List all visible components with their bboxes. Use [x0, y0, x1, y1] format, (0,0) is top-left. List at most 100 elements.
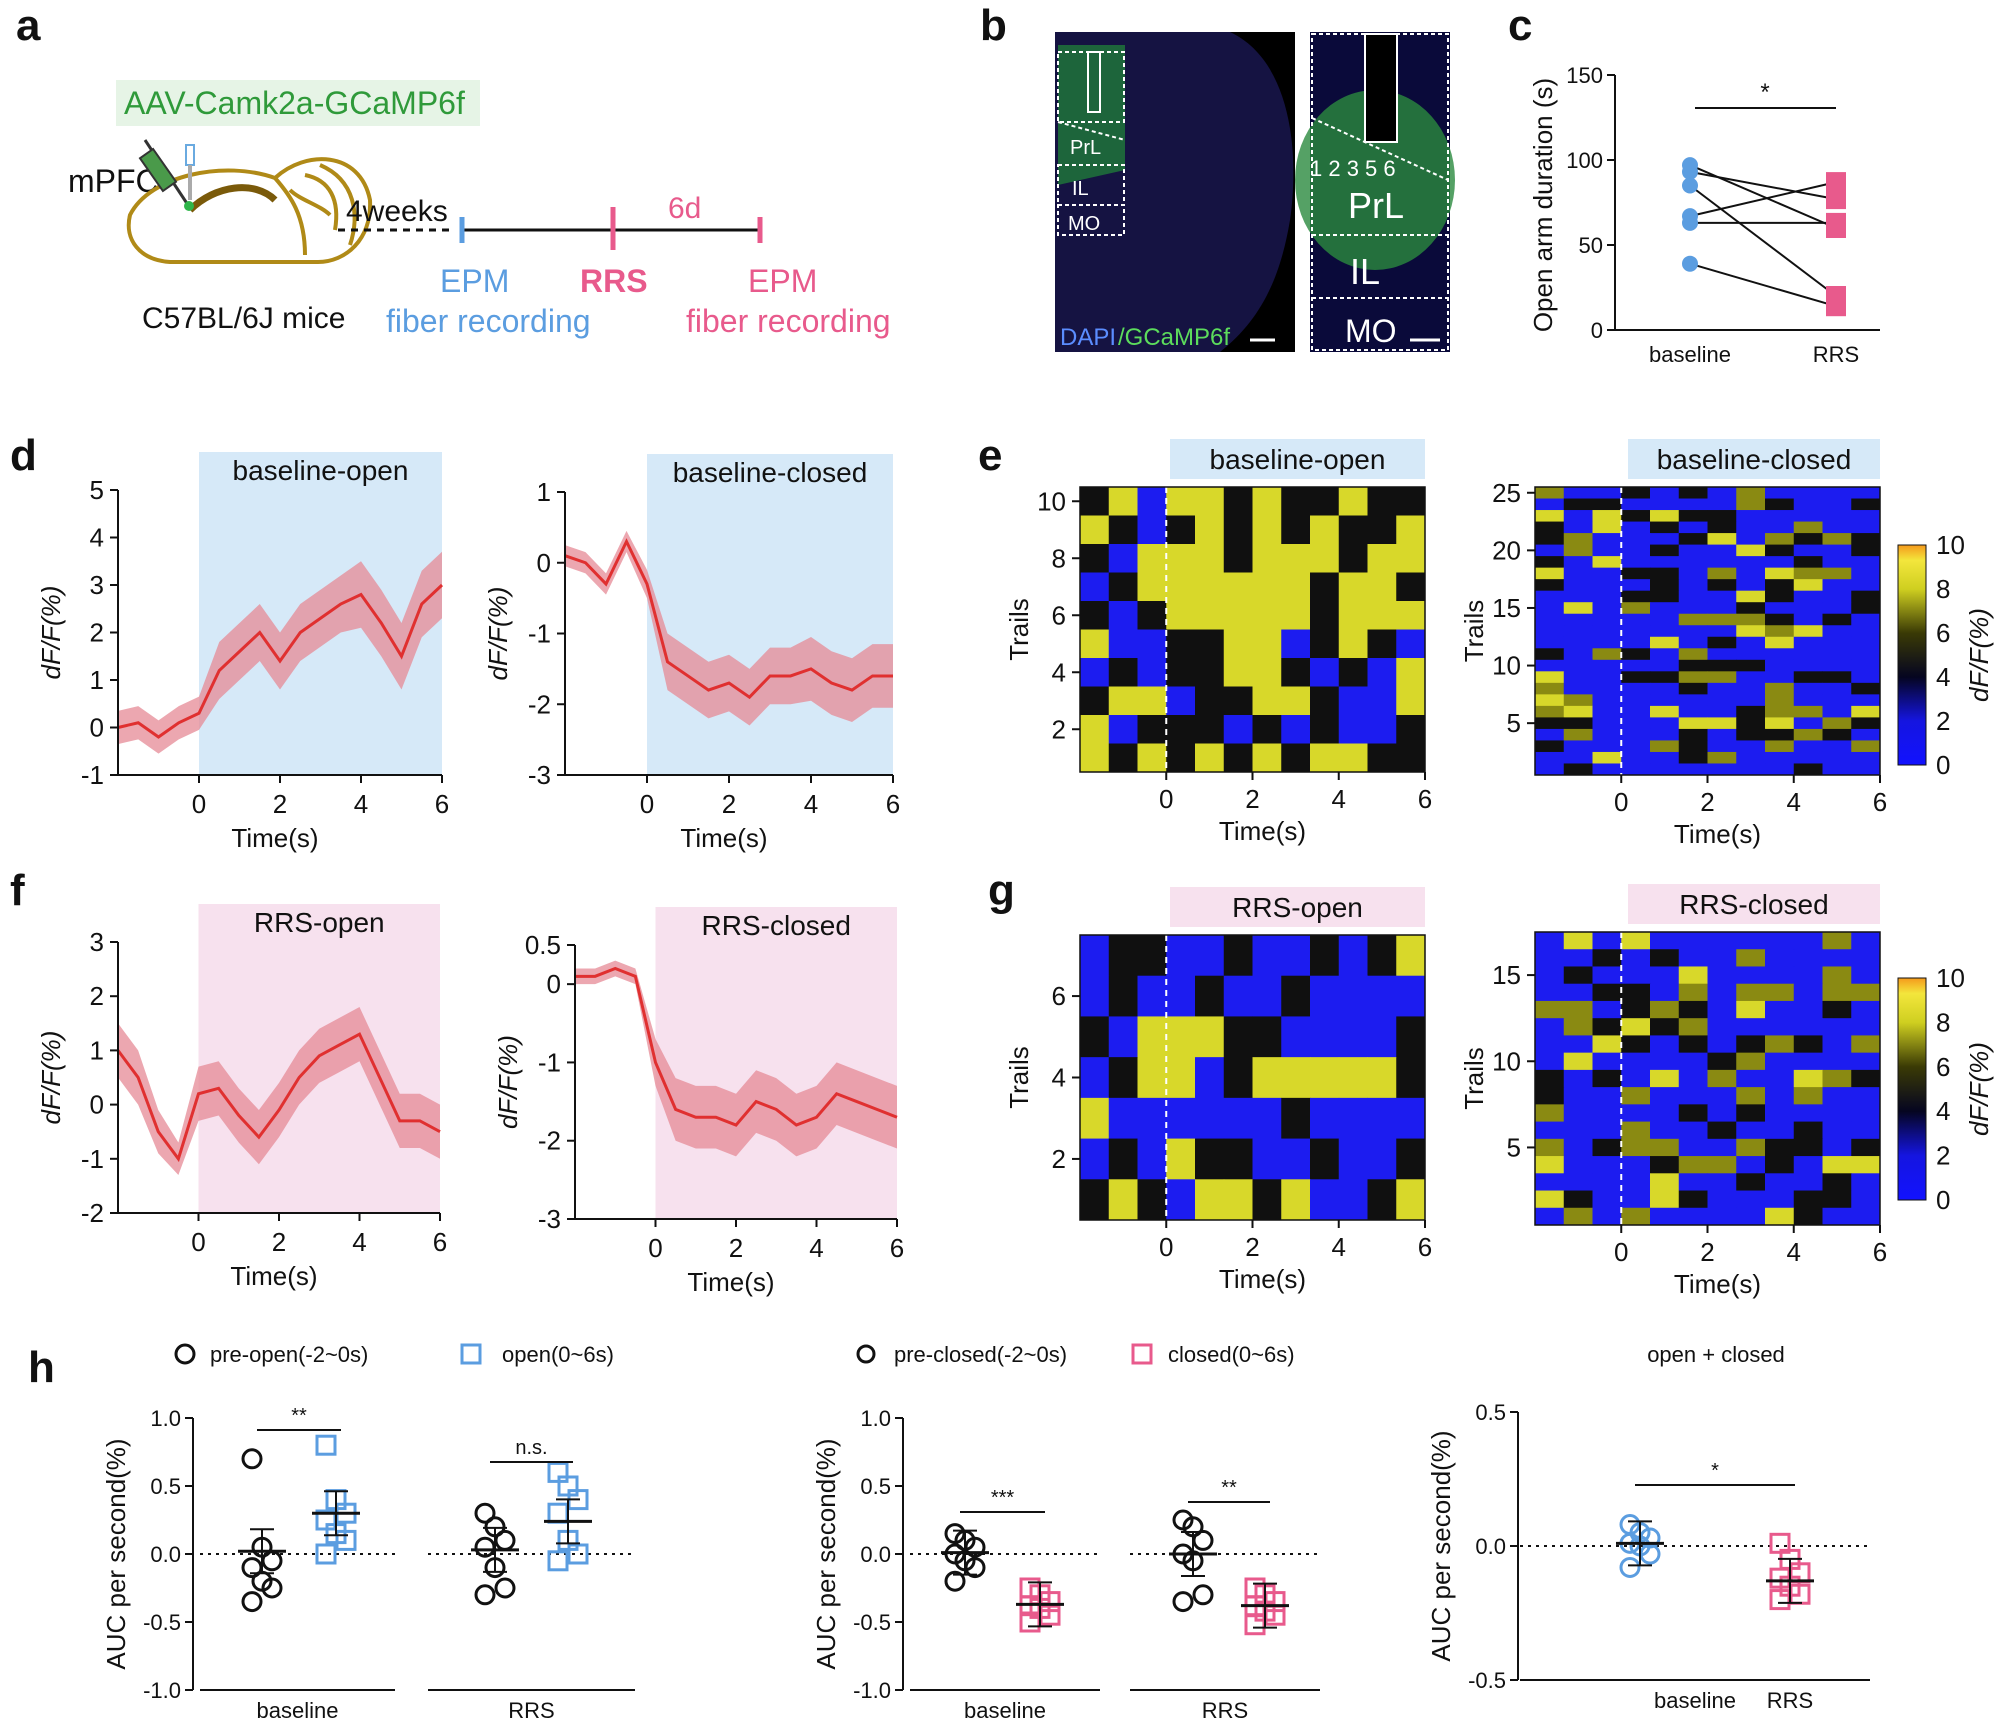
y-tick-label: 8	[1052, 543, 1066, 573]
heat-cell	[1621, 544, 1651, 557]
region-prl: PrL	[1348, 185, 1404, 226]
heat-cell	[1563, 590, 1593, 603]
x-axis-label: Time(s)	[1219, 1264, 1306, 1294]
heat-cell	[1592, 932, 1622, 950]
x-tick-label: 6	[886, 789, 900, 819]
heat-cell	[1592, 1052, 1622, 1071]
heat-cell	[1592, 613, 1622, 626]
heat-cell	[1650, 1087, 1680, 1105]
heat-cell	[1535, 1207, 1565, 1226]
heat-cell	[1166, 743, 1196, 773]
heat-cell	[1396, 629, 1426, 659]
heat-cell	[1310, 1179, 1340, 1221]
heat-cell	[1707, 1018, 1737, 1036]
pair-line	[1689, 181, 1837, 218]
x-tick-label: 0	[192, 789, 206, 819]
panel-c: c 0 50 100 150 baseline RRS Open arm duration …	[1508, 1, 1880, 367]
y-tick-label: 0	[90, 1090, 104, 1120]
heat-cell	[1592, 1018, 1622, 1036]
colorbar-tick-label: 10	[1936, 963, 1965, 993]
heat-cell	[1166, 1097, 1196, 1140]
heat-cell	[1621, 590, 1651, 603]
x-tick-label: 2	[1245, 1232, 1259, 1262]
heat-cell	[1650, 983, 1680, 1002]
colorbar-tick-label: 8	[1936, 574, 1950, 604]
y-tick-label: 50	[1579, 233, 1603, 258]
colorbar-tick-label: 4	[1936, 1096, 1950, 1126]
legend-label: closed(0~6s)	[1168, 1342, 1295, 1367]
heat-cell	[1621, 498, 1651, 511]
title-bg	[1628, 439, 1880, 479]
heat-cell	[1765, 533, 1795, 546]
heat-cell	[1650, 1121, 1680, 1140]
heat-cell	[1765, 1087, 1795, 1105]
y-tick-label: -2	[528, 689, 551, 719]
heat-cell	[1396, 935, 1426, 977]
panel-letter-b: b	[980, 1, 1007, 50]
y-tick-label: -3	[538, 1204, 561, 1234]
x-tick-label: 0	[1614, 787, 1628, 817]
heat-cell	[1592, 567, 1622, 580]
heat-cell	[1166, 515, 1196, 545]
heat-cell	[1592, 1087, 1622, 1105]
heat-cell	[1592, 1035, 1622, 1054]
heat-cell	[1707, 521, 1737, 534]
heat-cell	[1765, 1035, 1795, 1054]
y-tick-label: 6	[1052, 981, 1066, 1011]
heat-cell	[1338, 515, 1368, 545]
heat-cell	[1793, 636, 1823, 649]
heat-cell	[1650, 717, 1680, 730]
heat-cell	[1793, 949, 1823, 967]
heat-cell	[1650, 590, 1680, 603]
heat-cell	[1338, 1016, 1368, 1058]
heat-cell	[1822, 1207, 1852, 1226]
x-tick-label: 0	[191, 1227, 205, 1257]
heat-cell	[1650, 1190, 1680, 1209]
heat-cell	[1851, 590, 1881, 603]
heat-cell	[1765, 1121, 1795, 1140]
heat-cell	[1765, 567, 1795, 580]
x-tick-label: 4	[354, 789, 368, 819]
response-window	[655, 907, 897, 1219]
region-mo: MO	[1345, 313, 1397, 349]
heat-cell	[1195, 544, 1225, 573]
x-axis-label: Time(s)	[687, 1267, 774, 1297]
heat-cell	[1678, 636, 1708, 649]
baseline-point	[1682, 177, 1698, 194]
sig-label: **	[1221, 1477, 1237, 1499]
heat-cell	[1765, 648, 1795, 661]
heat-cell	[1108, 658, 1138, 687]
heat-cell	[1535, 1087, 1565, 1105]
heat-cell	[1765, 498, 1795, 511]
heat-cell	[1367, 743, 1397, 773]
heat-cell	[1793, 983, 1823, 1002]
data-point	[547, 1502, 569, 1524]
heat-cell	[1367, 686, 1397, 716]
heat-cell	[1166, 686, 1196, 716]
y-tick-label: -1.0	[143, 1678, 181, 1703]
heat-cell	[1367, 544, 1397, 573]
heat-cell	[1592, 590, 1622, 603]
heat-cell	[1621, 510, 1651, 523]
heat-cell	[1310, 601, 1340, 630]
x-tick-label: 2	[273, 789, 287, 819]
heat-cell	[1678, 949, 1708, 967]
heat-cell	[1195, 743, 1225, 773]
heat-cell	[1678, 498, 1708, 511]
heat-cell	[1338, 1097, 1368, 1140]
legend-marker	[174, 1343, 196, 1365]
x-tick-label: baseline	[964, 1698, 1046, 1723]
panel-letter-h: h	[28, 1343, 55, 1392]
heat-cell	[1650, 1069, 1680, 1088]
heat-cell	[1736, 1087, 1766, 1105]
heat-cell	[1223, 1016, 1253, 1058]
heat-cell	[1592, 966, 1622, 985]
heat-cell	[1678, 1104, 1708, 1123]
heat-cell	[1137, 715, 1167, 744]
heat-cell	[1793, 1156, 1823, 1174]
heat-cell	[1223, 1138, 1253, 1180]
heat-cell	[1338, 487, 1368, 516]
heat-cell	[1621, 705, 1651, 718]
heat-cell	[1765, 579, 1795, 592]
heat-cell	[1707, 1156, 1737, 1174]
